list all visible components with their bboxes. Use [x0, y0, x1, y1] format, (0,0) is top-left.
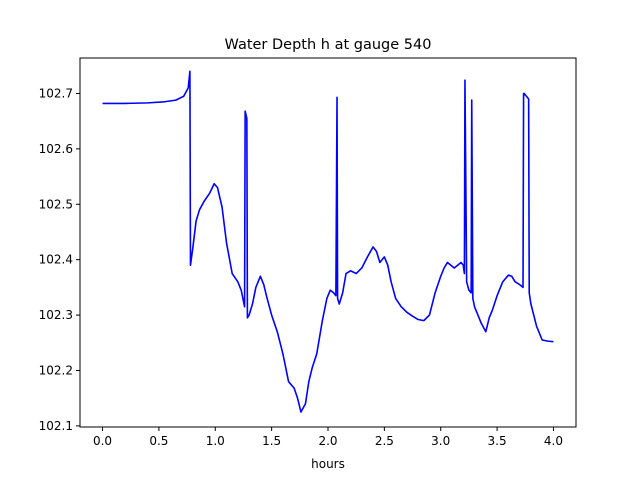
x-tick-label: 3.0	[431, 434, 450, 448]
y-tick-label: 102.7	[39, 86, 73, 100]
y-tick-label: 102.2	[39, 363, 73, 377]
x-axis-label: hours	[311, 457, 345, 471]
x-tick-label: 2.0	[318, 434, 337, 448]
plot-area	[102, 70, 554, 413]
y-tick-label: 102.4	[39, 253, 73, 267]
x-tick-label: 0.5	[149, 434, 168, 448]
x-tick-label: 1.5	[262, 434, 281, 448]
y-tick-label: 102.5	[39, 197, 73, 211]
series-line-0	[102, 70, 554, 413]
x-tick-label: 2.5	[375, 434, 394, 448]
y-tick-label: 102.3	[39, 308, 73, 322]
x-tick-label: 1.0	[206, 434, 225, 448]
x-tick-label: 0.0	[93, 434, 112, 448]
y-axis: 102.1 102.2 102.3 102.4 102.5 102.6 102.7	[39, 86, 80, 433]
x-axis: 0.0 0.5 1.0 1.5 2.0 2.5 3.0 3.5 4.0	[93, 427, 563, 448]
y-tick-label: 102.6	[39, 142, 73, 156]
x-tick-label: 3.5	[488, 434, 507, 448]
x-tick-label: 4.0	[544, 434, 563, 448]
chart-title: Water Depth h at gauge 540	[225, 37, 432, 53]
y-tick-label: 102.1	[39, 419, 73, 433]
